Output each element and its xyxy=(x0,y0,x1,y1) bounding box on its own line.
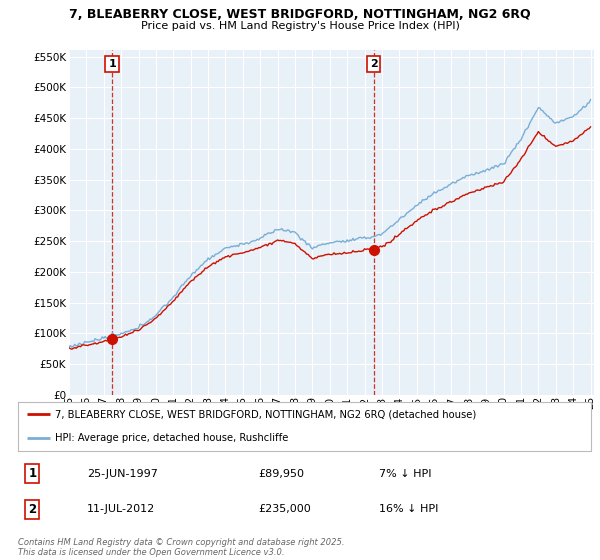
Text: Contains HM Land Registry data © Crown copyright and database right 2025.
This d: Contains HM Land Registry data © Crown c… xyxy=(18,538,344,557)
Text: 1: 1 xyxy=(28,467,37,480)
Text: 7, BLEABERRY CLOSE, WEST BRIDGFORD, NOTTINGHAM, NG2 6RQ (detached house): 7, BLEABERRY CLOSE, WEST BRIDGFORD, NOTT… xyxy=(55,409,476,419)
Text: 7, BLEABERRY CLOSE, WEST BRIDGFORD, NOTTINGHAM, NG2 6RQ: 7, BLEABERRY CLOSE, WEST BRIDGFORD, NOTT… xyxy=(69,8,531,21)
Text: 7% ↓ HPI: 7% ↓ HPI xyxy=(379,469,431,479)
Text: 1: 1 xyxy=(108,59,116,69)
Text: £89,950: £89,950 xyxy=(259,469,305,479)
Text: 2: 2 xyxy=(370,59,377,69)
Text: 25-JUN-1997: 25-JUN-1997 xyxy=(87,469,158,479)
Text: 11-JUL-2012: 11-JUL-2012 xyxy=(87,505,155,514)
Text: HPI: Average price, detached house, Rushcliffe: HPI: Average price, detached house, Rush… xyxy=(55,433,289,444)
Text: Price paid vs. HM Land Registry's House Price Index (HPI): Price paid vs. HM Land Registry's House … xyxy=(140,21,460,31)
Text: £235,000: £235,000 xyxy=(259,505,311,514)
Text: 2: 2 xyxy=(28,503,37,516)
Text: 16% ↓ HPI: 16% ↓ HPI xyxy=(379,505,439,514)
